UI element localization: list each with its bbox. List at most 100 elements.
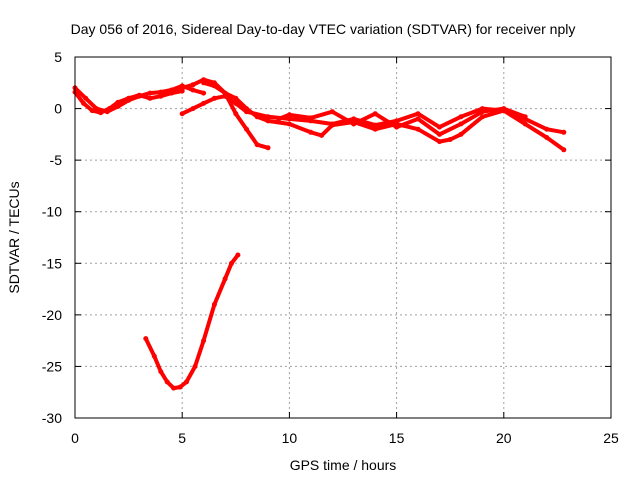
data-point — [81, 100, 87, 106]
data-point — [479, 109, 485, 115]
data-point — [177, 384, 183, 390]
data-point — [286, 121, 292, 127]
y-tick-label: -10 — [42, 204, 62, 220]
data-point — [458, 131, 464, 137]
data-point — [437, 124, 442, 130]
chart-title: Day 056 of 2016, Sidereal Day-to-day VTE… — [71, 21, 576, 37]
series-satellite-arc-7 — [143, 252, 241, 391]
data-point — [329, 122, 335, 128]
data-point — [201, 80, 207, 86]
data-point — [254, 142, 260, 148]
x-tick-label: 15 — [389, 430, 405, 446]
data-point — [415, 111, 421, 117]
data-point — [211, 83, 217, 89]
y-tick-label: 0 — [54, 101, 62, 117]
data-point — [329, 109, 335, 115]
data-point — [106, 106, 112, 112]
data-point — [192, 363, 198, 369]
data-point — [415, 126, 421, 132]
data-point — [222, 276, 228, 282]
data-point — [229, 260, 234, 266]
series-line — [143, 253, 240, 391]
data-point — [201, 338, 207, 344]
data-point — [115, 99, 121, 105]
data-point — [265, 114, 271, 120]
data-point — [437, 139, 442, 145]
data-point — [222, 90, 228, 96]
data-point — [286, 112, 292, 118]
data-point — [244, 106, 249, 112]
data-point — [169, 89, 174, 95]
data-point — [544, 135, 550, 140]
data-point — [372, 111, 378, 117]
data-point — [211, 95, 217, 101]
data-point — [179, 111, 185, 117]
data-point — [458, 121, 464, 127]
data-point — [319, 132, 325, 138]
x-tick-label: 0 — [71, 430, 79, 446]
series-layer — [72, 77, 567, 391]
data-point — [158, 369, 164, 375]
data-point — [372, 122, 378, 128]
data-point — [151, 353, 157, 359]
data-point — [265, 145, 271, 151]
plot-frame — [74, 56, 612, 419]
data-point — [190, 82, 196, 88]
data-point — [286, 116, 292, 122]
data-point — [544, 126, 550, 132]
data-point — [522, 121, 528, 127]
data-point — [415, 116, 421, 122]
x-tick-label: 20 — [496, 430, 512, 446]
data-point — [143, 336, 149, 342]
data-point — [179, 85, 185, 91]
data-point — [89, 108, 95, 114]
data-point — [126, 95, 132, 101]
y-tick-label: -5 — [50, 152, 63, 168]
x-tick-label: 10 — [282, 430, 298, 446]
y-tick-label: -30 — [42, 410, 62, 426]
y-tick-label: 5 — [54, 49, 62, 65]
data-point — [147, 90, 153, 96]
data-point — [201, 90, 207, 96]
data-point — [211, 302, 217, 307]
data-point — [351, 121, 357, 127]
data-point — [244, 126, 249, 132]
data-point — [190, 87, 196, 93]
data-point — [136, 92, 142, 98]
data-point — [158, 92, 164, 98]
x-axis-title: GPS time / hours — [290, 457, 397, 473]
data-point — [184, 379, 189, 385]
data-point — [201, 100, 207, 106]
series-satellite-arc-6 — [276, 106, 528, 137]
data-point — [447, 137, 453, 142]
data-point — [233, 111, 239, 117]
data-point — [147, 95, 153, 101]
data-point — [83, 95, 89, 101]
data-point — [394, 124, 400, 130]
data-point — [171, 385, 177, 391]
y-axis-title: SDTVAR / TECUs — [6, 181, 22, 293]
data-point — [479, 114, 485, 120]
y-tick-label: -20 — [42, 307, 62, 323]
data-point — [235, 252, 241, 258]
data-point — [190, 106, 196, 112]
data-point — [561, 147, 567, 153]
data-point — [164, 379, 170, 385]
data-point — [437, 131, 442, 137]
y-tick-label: -25 — [42, 358, 62, 374]
data-point — [233, 95, 239, 101]
data-point — [308, 129, 314, 135]
data-point — [98, 110, 104, 116]
tick-labels: 0 5 10 15 20 25 5 0 -5 -10 -15 -20 -25 -30 — [42, 49, 619, 446]
data-point — [265, 118, 271, 124]
data-point — [254, 114, 260, 120]
data-point — [501, 106, 507, 112]
data-point — [308, 115, 314, 121]
axis-ticks — [74, 56, 612, 419]
y-tick-label: -15 — [42, 255, 62, 271]
data-point — [458, 114, 464, 120]
data-point — [372, 126, 378, 132]
data-point — [561, 129, 567, 135]
data-point — [276, 116, 282, 122]
